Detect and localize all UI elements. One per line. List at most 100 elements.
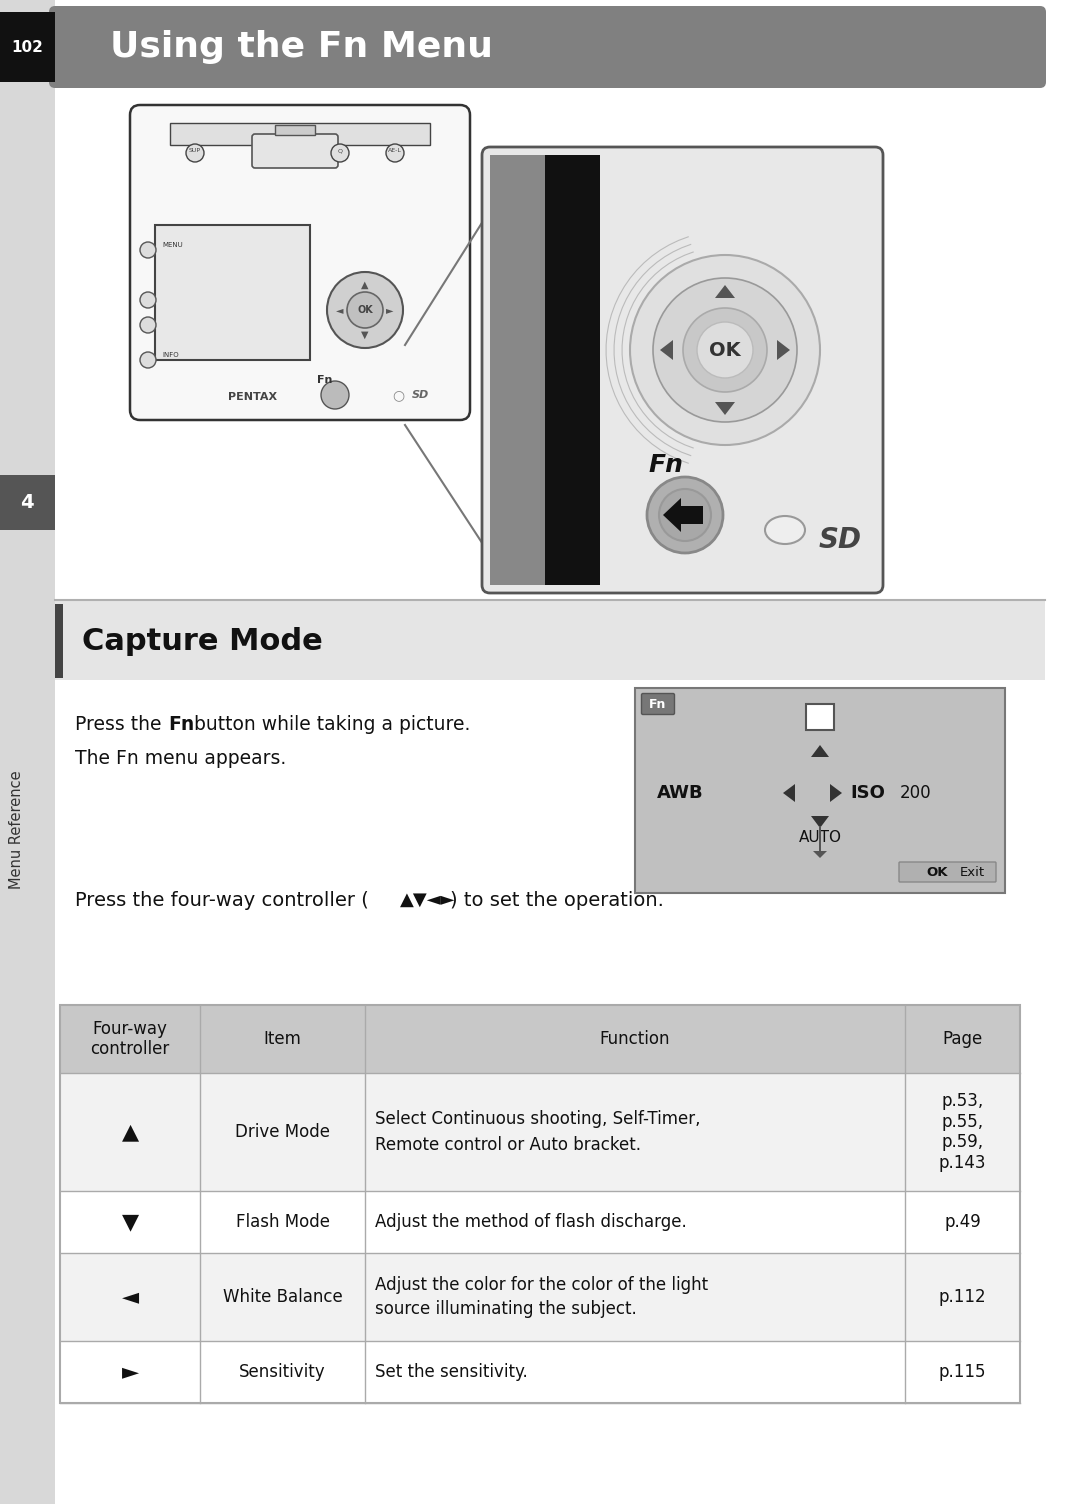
Polygon shape	[811, 744, 829, 757]
Bar	[60, 1005, 1020, 1403]
Bar	[60, 1253, 1020, 1342]
Text: The Fn menu appears.: The Fn menu appears.	[75, 749, 286, 767]
Text: Fn: Fn	[318, 374, 333, 385]
Bar	[0, 0, 55, 1504]
Text: p.115: p.115	[939, 1363, 986, 1381]
Circle shape	[327, 272, 403, 347]
Polygon shape	[811, 817, 829, 829]
Circle shape	[140, 242, 156, 259]
Text: MENU: MENU	[162, 242, 183, 248]
Circle shape	[647, 477, 723, 553]
Bar	[275, 125, 315, 135]
Text: Page: Page	[943, 1030, 983, 1048]
Text: ►: ►	[121, 1363, 138, 1382]
Bar	[0, 12, 55, 83]
FancyBboxPatch shape	[642, 693, 675, 714]
Text: Adjust the color for the color of the light
source illuminating the subject.: Adjust the color for the color of the li…	[375, 1275, 708, 1319]
Polygon shape	[715, 402, 735, 415]
Text: SUP: SUP	[189, 149, 201, 153]
Text: OK: OK	[357, 305, 373, 314]
Text: Q: Q	[337, 149, 342, 153]
Bar	[60, 1191, 1020, 1253]
Text: button while taking a picture.: button while taking a picture.	[188, 716, 471, 734]
Text: Item: Item	[264, 1030, 301, 1048]
Polygon shape	[777, 340, 789, 359]
Circle shape	[321, 381, 349, 409]
Bar	[156, 226, 310, 359]
Circle shape	[386, 144, 404, 162]
Text: SD: SD	[819, 526, 862, 553]
FancyBboxPatch shape	[252, 134, 338, 168]
Circle shape	[347, 292, 383, 328]
Text: ◄: ◄	[121, 1287, 138, 1307]
Circle shape	[653, 278, 797, 423]
Bar	[545, 155, 600, 585]
Text: p.53,
p.55,
p.59,
p.143: p.53, p.55, p.59, p.143	[939, 1092, 986, 1172]
Bar	[60, 1005, 1020, 1072]
Text: p.112: p.112	[939, 1287, 986, 1305]
Text: ▲: ▲	[121, 1122, 138, 1142]
Text: Menu Reference: Menu Reference	[10, 770, 25, 889]
Circle shape	[697, 322, 753, 378]
Polygon shape	[831, 784, 842, 802]
Text: ▼: ▼	[121, 1212, 138, 1232]
FancyBboxPatch shape	[130, 105, 470, 420]
Text: Exit: Exit	[960, 866, 985, 880]
Text: Capture Mode: Capture Mode	[82, 627, 323, 657]
Text: ►: ►	[387, 305, 394, 314]
Text: ) to set the operation.: ) to set the operation.	[450, 890, 664, 910]
Bar	[55, 600, 1045, 680]
Polygon shape	[660, 340, 673, 359]
Text: Function: Function	[599, 1030, 671, 1048]
Text: Fn: Fn	[649, 698, 666, 710]
Bar	[490, 155, 545, 585]
Ellipse shape	[765, 516, 805, 544]
Bar	[806, 704, 834, 729]
Text: Select Continuous shooting, Self-Timer,
Remote control or Auto bracket.: Select Continuous shooting, Self-Timer, …	[375, 1110, 701, 1154]
Text: ▼: ▼	[361, 329, 368, 340]
Bar	[170, 123, 430, 144]
Text: 4: 4	[21, 492, 33, 511]
Text: Adjust the method of flash discharge.: Adjust the method of flash discharge.	[375, 1214, 687, 1230]
Text: p.49: p.49	[944, 1214, 981, 1230]
Circle shape	[630, 256, 820, 445]
Text: OK: OK	[710, 340, 741, 359]
Text: White Balance: White Balance	[222, 1287, 342, 1305]
Polygon shape	[663, 498, 703, 532]
Bar	[635, 687, 1005, 893]
Circle shape	[186, 144, 204, 162]
Text: INFO: INFO	[162, 352, 178, 358]
Polygon shape	[813, 826, 827, 857]
Circle shape	[659, 489, 711, 541]
Polygon shape	[715, 284, 735, 298]
Text: ISO: ISO	[850, 784, 885, 802]
Text: Four-way
controller: Four-way controller	[91, 1020, 170, 1059]
Text: ○: ○	[392, 388, 404, 402]
Text: PENTAX: PENTAX	[228, 393, 278, 402]
Text: 102: 102	[11, 39, 43, 54]
Text: Fn: Fn	[168, 716, 194, 734]
Circle shape	[140, 292, 156, 308]
Circle shape	[683, 308, 767, 393]
Text: Flash Mode: Flash Mode	[235, 1214, 329, 1230]
Text: ◄: ◄	[336, 305, 343, 314]
Text: OK: OK	[927, 866, 948, 880]
FancyBboxPatch shape	[899, 862, 996, 881]
Text: Press the four-way controller (: Press the four-way controller (	[75, 890, 368, 910]
Bar	[60, 1072, 1020, 1191]
Text: ▲▼◄►: ▲▼◄►	[400, 890, 456, 908]
Circle shape	[330, 144, 349, 162]
Text: Fn: Fn	[648, 453, 683, 477]
FancyBboxPatch shape	[482, 147, 883, 593]
Text: Drive Mode: Drive Mode	[235, 1123, 330, 1142]
FancyBboxPatch shape	[49, 6, 1047, 89]
Text: 200: 200	[900, 784, 932, 802]
Text: ▲: ▲	[361, 280, 368, 290]
Text: Press the: Press the	[75, 716, 167, 734]
Text: AUTO: AUTO	[798, 830, 841, 845]
Text: AE-L: AE-L	[388, 149, 402, 153]
Bar	[55, 605, 63, 678]
Text: SD: SD	[411, 390, 429, 400]
Circle shape	[140, 352, 156, 368]
Text: Using the Fn Menu: Using the Fn Menu	[110, 30, 492, 65]
